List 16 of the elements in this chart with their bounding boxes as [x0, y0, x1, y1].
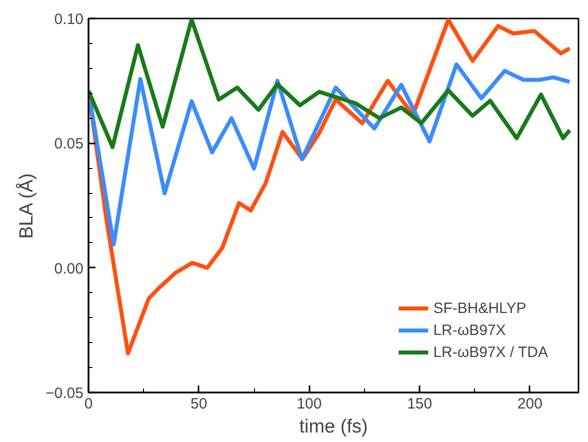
- x-tick-label: 100: [296, 396, 322, 412]
- legend-label: SF-BH&HLYP: [433, 300, 526, 316]
- x-tick-label: 0: [84, 396, 93, 412]
- y-tick-label: 0.00: [54, 260, 84, 278]
- y-tick-label: 0.05: [54, 136, 84, 153]
- line-series: [88, 62, 572, 246]
- line-series: [88, 18, 572, 150]
- legend-label: LR-ωB97X: [433, 322, 506, 338]
- y-tick-label: −0.05: [46, 385, 84, 402]
- x-axis-title: time (fs): [299, 416, 368, 438]
- y-axis-title: BLA (Å): [16, 173, 38, 239]
- x-tick-label: 150: [407, 396, 432, 412]
- legend-label: LR-ωB97X / TDA: [433, 344, 548, 360]
- x-tick-label: 200: [517, 396, 542, 412]
- x-tick-label: 50: [190, 396, 208, 412]
- y-tick-label: 0.10: [54, 11, 84, 28]
